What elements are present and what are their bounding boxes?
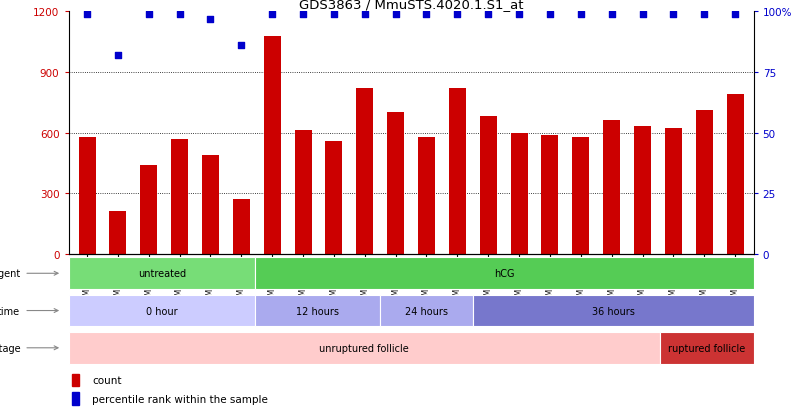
Bar — [380, 295, 473, 327]
Bar — [696, 111, 713, 254]
Point — [81, 12, 93, 18]
Bar — [387, 113, 404, 254]
Text: ruptured follicle: ruptured follicle — [668, 343, 746, 353]
Text: hCG: hCG — [494, 268, 515, 279]
Bar — [326, 141, 343, 254]
Text: percentile rank within the sample: percentile rank within the sample — [93, 394, 268, 404]
Bar — [418, 137, 435, 254]
Bar — [69, 258, 256, 290]
Text: 0 hour: 0 hour — [146, 306, 178, 316]
Bar — [480, 117, 496, 254]
Point — [111, 52, 124, 59]
Bar — [110, 212, 127, 254]
Bar — [294, 131, 312, 254]
Point — [389, 12, 402, 18]
Point — [204, 17, 217, 23]
Point — [667, 12, 679, 18]
Bar — [256, 295, 380, 327]
Point — [482, 12, 495, 18]
Point — [420, 12, 433, 18]
Bar — [665, 129, 682, 254]
Bar — [69, 295, 256, 327]
Text: untreated: untreated — [138, 268, 186, 279]
Point — [297, 12, 310, 18]
Text: unruptured follicle: unruptured follicle — [319, 343, 409, 353]
Bar — [264, 36, 280, 254]
Point — [451, 12, 463, 18]
Bar — [572, 137, 589, 254]
Bar — [140, 165, 157, 254]
Text: 24 hours: 24 hours — [405, 306, 448, 316]
Point — [513, 12, 526, 18]
Point — [266, 12, 279, 18]
Text: 12 hours: 12 hours — [296, 306, 339, 316]
Bar — [542, 135, 559, 254]
Bar — [72, 374, 79, 386]
Title: GDS3863 / MmuSTS.4020.1.S1_at: GDS3863 / MmuSTS.4020.1.S1_at — [299, 0, 523, 11]
Point — [575, 12, 588, 18]
Text: 36 hours: 36 hours — [592, 306, 635, 316]
Bar — [449, 89, 466, 254]
Bar — [634, 127, 651, 254]
Point — [605, 12, 618, 18]
Bar — [69, 332, 660, 364]
Point — [143, 12, 156, 18]
Bar — [233, 199, 250, 254]
Bar — [603, 121, 620, 254]
Bar — [256, 258, 754, 290]
Bar — [660, 332, 754, 364]
Bar — [72, 392, 79, 405]
Bar — [202, 155, 219, 254]
Bar — [473, 295, 754, 327]
Text: development stage: development stage — [0, 343, 20, 353]
Bar — [78, 137, 96, 254]
Bar — [356, 89, 373, 254]
Point — [543, 12, 556, 18]
Text: time: time — [0, 306, 20, 316]
Bar — [726, 95, 744, 254]
Text: count: count — [93, 375, 122, 385]
Point — [359, 12, 372, 18]
Point — [729, 12, 742, 18]
Point — [327, 12, 340, 18]
Point — [173, 12, 186, 18]
Bar — [171, 139, 188, 254]
Point — [235, 43, 247, 50]
Point — [636, 12, 649, 18]
Point — [698, 12, 711, 18]
Text: agent: agent — [0, 268, 20, 279]
Bar — [510, 133, 528, 254]
